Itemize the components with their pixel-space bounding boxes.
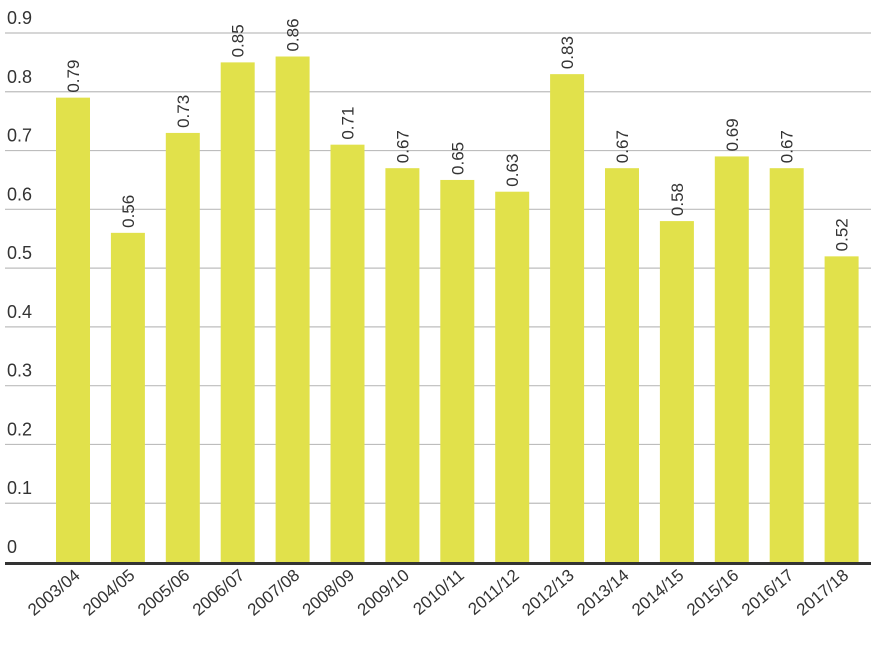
bar — [714, 156, 749, 562]
x-tick-label: 2013/14 — [573, 566, 632, 620]
x-tick-label: 2007/08 — [244, 566, 303, 620]
data-label: 0.65 — [448, 142, 467, 175]
bar — [495, 191, 530, 562]
bars — [56, 56, 859, 563]
y-tick-label: 0.4 — [7, 302, 32, 322]
x-tick-label: 2008/09 — [299, 566, 358, 620]
bar — [165, 132, 200, 562]
y-axis-ticks: 0 0.1 0.2 0.3 0.4 0.5 0.6 0.7 0.8 0.9 — [7, 8, 32, 557]
x-tick-label: 2014/15 — [628, 566, 687, 620]
y-tick-label: 0.2 — [7, 419, 32, 439]
gridlines — [5, 32, 871, 504]
bar — [385, 168, 420, 562]
bar — [330, 144, 365, 562]
bar — [824, 256, 859, 562]
data-label: 0.73 — [174, 95, 193, 128]
data-label: 0.79 — [64, 60, 83, 93]
data-label: 0.67 — [613, 130, 632, 163]
x-tick-label: 2009/10 — [354, 566, 413, 620]
data-labels: 0.79 0.56 0.73 0.85 0.86 0.71 0.67 0.65 0.63 0.83… — [64, 18, 852, 251]
x-tick-label: 2011/12 — [464, 566, 522, 619]
data-label: 0.63 — [503, 154, 522, 187]
y-tick-label: 0.1 — [7, 478, 32, 498]
bar — [440, 179, 475, 562]
data-label: 0.56 — [119, 195, 138, 228]
bar — [56, 97, 90, 563]
y-tick-label: 0.7 — [7, 126, 32, 146]
x-tick-label: 2005/06 — [134, 566, 193, 620]
data-label: 0.67 — [778, 130, 797, 163]
data-label: 0.58 — [668, 183, 687, 216]
x-tick-label: 2012/13 — [518, 566, 577, 620]
data-label: 0.52 — [833, 218, 852, 251]
x-tick-label: 2010/11 — [410, 566, 468, 619]
data-label: 0.85 — [229, 24, 248, 57]
data-label: 0.86 — [284, 18, 303, 51]
x-tick-label: 2006/07 — [189, 566, 248, 620]
y-tick-label: 0.3 — [7, 361, 32, 381]
bar — [605, 168, 639, 562]
bar — [659, 221, 694, 563]
y-tick-label: 0.5 — [7, 243, 32, 263]
x-tick-label: 2004/05 — [79, 566, 138, 620]
bar — [550, 74, 585, 563]
data-label: 0.67 — [393, 130, 412, 163]
data-label: 0.71 — [339, 107, 358, 140]
y-tick-label: 0.8 — [7, 67, 32, 87]
y-tick-label: 0.6 — [7, 184, 32, 204]
data-label: 0.69 — [723, 118, 742, 151]
x-tick-label: 2015/16 — [683, 566, 742, 620]
bar — [275, 56, 310, 563]
x-axis-ticks: 2003/042004/052005/062006/072007/082008/… — [24, 566, 852, 620]
bar — [110, 232, 145, 562]
data-label: 0.83 — [558, 36, 577, 69]
x-tick-label: 2017/18 — [793, 566, 852, 620]
x-tick-label: 2016/17 — [738, 566, 797, 620]
y-tick-label: 0.9 — [7, 8, 32, 28]
bar — [220, 62, 255, 563]
bar — [769, 168, 804, 562]
y-tick-label: 0 — [7, 537, 17, 557]
x-tick-label: 2003/04 — [24, 566, 83, 620]
